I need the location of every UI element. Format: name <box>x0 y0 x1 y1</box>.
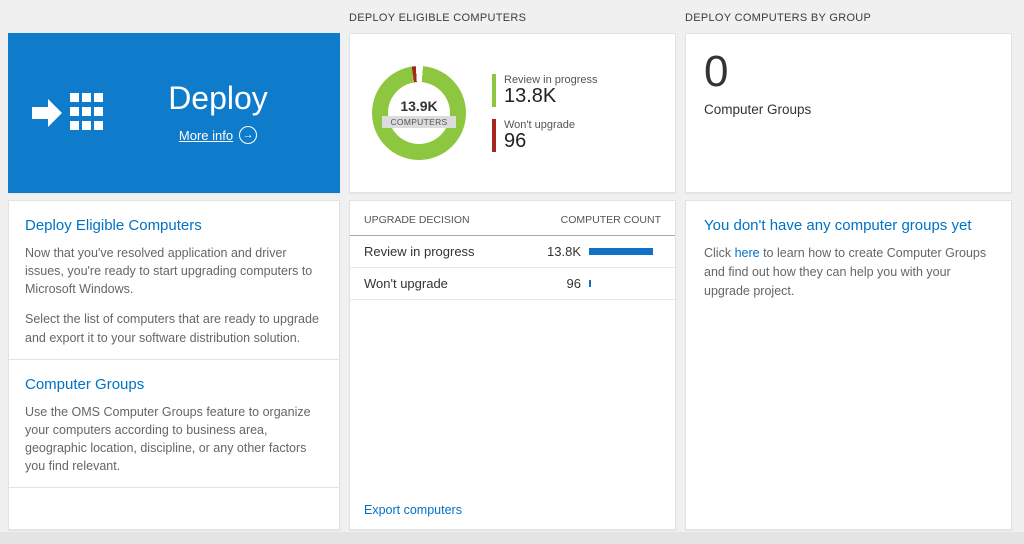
section-title-computer-groups: Computer Groups <box>25 375 145 393</box>
divider <box>9 358 339 360</box>
legend-color-bar-green <box>492 74 496 107</box>
legend-value: 13.8K <box>504 85 557 107</box>
computer-groups-paragraph: Use the OMS Computer Groups feature to o… <box>25 404 311 473</box>
deploy-tile-title: Deploy <box>168 80 268 117</box>
donut-center-value: 13.9K <box>400 98 438 114</box>
row-value: 96 <box>566 276 581 291</box>
more-info-label: More info <box>178 127 234 143</box>
column-header-upgrade-decision: UPGRADE DECISION <box>364 214 470 226</box>
upgrade-decision-table-card: UPGRADE DECISION COMPUTER COUNT Review i… <box>349 200 676 530</box>
divider <box>9 487 339 489</box>
legend-color-bar-red <box>492 119 496 152</box>
empty-state-title: You don't have any computer groups yet <box>704 217 972 234</box>
row-label: Won't upgrade <box>364 276 448 291</box>
deploy-icon <box>26 87 114 139</box>
donut-center-label: COMPUTERS <box>382 116 456 128</box>
table-header: UPGRADE DECISION COMPUTER COUNT <box>350 201 675 236</box>
more-info-link[interactable]: More info → <box>178 126 258 145</box>
export-computers-link[interactable]: Export computers <box>364 503 462 517</box>
legend-item-review: Review in progress 13.8K <box>492 74 598 107</box>
here-link[interactable]: here <box>734 246 760 260</box>
column-header-deploy-eligible: DEPLOY ELIGIBLE COMPUTERS <box>349 12 527 24</box>
row-label: Review in progress <box>364 244 475 259</box>
computer-groups-count: 0 <box>704 47 729 96</box>
table-row[interactable]: Review in progress 13.8K <box>350 236 675 268</box>
deploy-tile[interactable]: Deploy More info → <box>8 33 340 193</box>
computer-groups-empty-card: You don't have any computer groups yet C… <box>685 200 1012 530</box>
count-bar <box>589 248 653 255</box>
computer-groups-count-card: 0 Computer Groups <box>685 33 1012 193</box>
count-bar <box>589 280 591 287</box>
arrow-circle-icon: → <box>239 126 258 145</box>
deploy-description-card: Deploy Eligible Computers Now that you'v… <box>8 200 340 530</box>
table-row[interactable]: Won't upgrade 96 <box>350 268 675 300</box>
section-title-deploy-eligible: Deploy Eligible Computers <box>25 217 202 234</box>
row-value: 13.8K <box>547 244 581 259</box>
legend-value: 96 <box>504 130 527 152</box>
legend-item-wont-upgrade: Won't upgrade 96 <box>492 119 598 152</box>
deploy-paragraph-1: Now that you've resolved application and… <box>25 246 313 297</box>
empty-text-after: to learn how to create Computer Groups a… <box>704 246 987 298</box>
chart-legend: Review in progress 13.8K Won't upgrade 9… <box>492 74 598 152</box>
donut-chart[interactable]: 13.9K COMPUTERS <box>372 66 466 160</box>
empty-state-text: Click here to learn how to create Comput… <box>704 244 993 300</box>
legend-label: Won't upgrade <box>504 119 576 131</box>
eligible-computers-chart-card: 13.9K COMPUTERS Review in progress 13.8K… <box>349 33 676 193</box>
deploy-paragraph-2: Select the list of computers that are re… <box>25 312 319 345</box>
legend-label: Review in progress <box>504 74 598 86</box>
computer-groups-count-label: Computer Groups <box>704 102 812 118</box>
column-header-computer-count: COMPUTER COUNT <box>560 214 661 226</box>
empty-text-before: Click <box>704 246 735 260</box>
column-header-deploy-by-group: DEPLOY COMPUTERS BY GROUP <box>685 12 872 24</box>
